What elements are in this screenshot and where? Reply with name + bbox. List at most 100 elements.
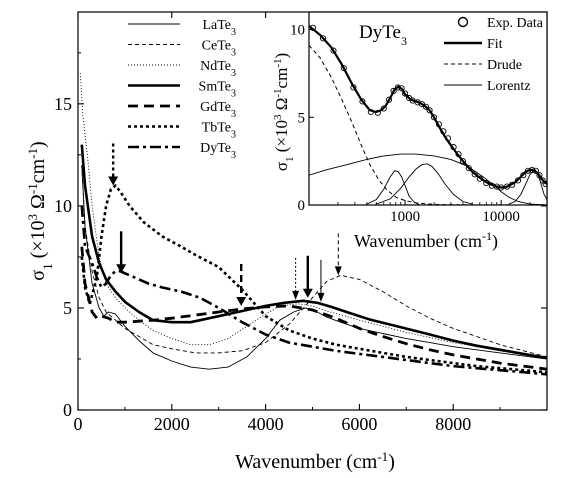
inset-exp-point xyxy=(532,167,539,174)
inset-exp-point xyxy=(367,108,374,116)
series-line-late3 xyxy=(81,165,547,370)
inset-exp-point xyxy=(394,84,401,91)
x-tick-label: 6000 xyxy=(341,414,377,434)
inset-axis-ticks: 1000 10000 0 5 10 xyxy=(290,23,531,225)
legend-label-sub: 3 xyxy=(231,129,236,140)
legend-label-sub: 3 xyxy=(231,68,236,79)
inset-lorentz-line xyxy=(376,163,473,205)
main-x-axis-label: Wavenumber (cm-1) xyxy=(235,449,395,474)
inset-exp-point xyxy=(422,103,430,110)
inset-exp-point xyxy=(455,151,462,158)
inset-exp-point xyxy=(319,35,327,42)
inset-exp-point xyxy=(340,65,347,72)
inset-exp-point xyxy=(509,181,516,188)
inset-exp-point xyxy=(515,177,522,184)
annotation-arrow-head xyxy=(236,296,247,306)
inset-exp-point xyxy=(330,47,337,54)
x-tick-label: 8000 xyxy=(435,414,471,434)
legend-label: SmTe3 xyxy=(199,80,236,100)
inset-exp-point xyxy=(503,183,511,190)
legend-label-sub: 3 xyxy=(231,88,236,99)
series-line-cete3 xyxy=(81,165,547,358)
inset-exp-point xyxy=(380,105,387,112)
annotation-arrow-head xyxy=(116,264,127,274)
legend-label: DyTe3 xyxy=(200,141,236,161)
x-tick-label: 2000 xyxy=(154,414,190,434)
inset-exp-point xyxy=(385,96,393,103)
inset-lorentz-line xyxy=(309,153,547,205)
inset-x-tick-label: 10000 xyxy=(482,209,520,225)
legend-label-text: NdTe xyxy=(200,59,231,74)
main-arrows-group xyxy=(108,143,342,306)
main-series-group xyxy=(79,73,547,376)
legend-label-sub: 3 xyxy=(231,109,236,120)
inset-exp-point xyxy=(435,121,442,128)
legend-label-text: SmTe xyxy=(199,80,231,95)
inset-exp-point xyxy=(450,144,457,151)
inset-exp-point xyxy=(476,175,483,182)
inset-exp-point xyxy=(465,165,472,172)
main-chart: 0 2000 4000 6000 8000 0 5 10 15 σ1 (×103 Ω-1cm-1… xyxy=(25,11,548,474)
legend-label-sub: 3 xyxy=(231,47,236,58)
inset-exp-point xyxy=(536,172,543,179)
inset-plot-frame xyxy=(308,11,548,206)
inset-exp-point xyxy=(402,90,409,97)
inset-exp-point xyxy=(398,85,405,92)
inset-exp-point xyxy=(459,158,466,165)
y-tick-label: 0 xyxy=(63,400,72,420)
legend-label: TbTe3 xyxy=(202,121,236,141)
legend-label: NdTe3 xyxy=(200,59,236,79)
inset-exp-point xyxy=(426,107,433,114)
inset-legend: Exp. Data Fit Drude Lorentz xyxy=(444,16,544,94)
inset-exp-point xyxy=(498,184,505,191)
inset-y-axis-label: σ1 (×103 Ω-1cm-1) xyxy=(272,53,296,171)
inset-series-group xyxy=(309,24,547,205)
legend-label-sub: 3 xyxy=(231,150,236,161)
y-tick-label: 5 xyxy=(63,298,72,318)
inset-exp-point xyxy=(444,135,452,142)
x-tick-label: 0 xyxy=(74,414,83,434)
inset-exp-point xyxy=(350,84,357,91)
main-axis-ticks: 0 2000 4000 6000 8000 0 5 10 15 xyxy=(54,12,547,434)
legend-label-text: DyTe xyxy=(200,141,231,156)
inset-x-tick-label: 1000 xyxy=(390,209,420,225)
legend-label-text: CeTe xyxy=(202,39,231,54)
inset-y-tick-label: 0 xyxy=(298,198,306,214)
series-line-dyte3 xyxy=(80,205,547,376)
inset-legend-label: Drude xyxy=(487,58,522,73)
legend-label: GdTe3 xyxy=(200,100,236,120)
inset-exp-point xyxy=(539,177,546,184)
legend-label-text: TbTe xyxy=(202,121,231,136)
annotation-arrow-head xyxy=(292,290,300,300)
inset-exp-point xyxy=(493,183,500,190)
legend-label: LaTe3 xyxy=(202,18,236,38)
inset-exp-point xyxy=(440,128,447,135)
series-line-gdte3 xyxy=(80,246,547,371)
inset-exp-point xyxy=(520,172,527,179)
annotation-arrow-head xyxy=(334,266,342,276)
inset-legend-label: Fit xyxy=(487,37,503,52)
inset-legend-label: Exp. Data xyxy=(487,16,544,31)
inset-title: DyTe3 xyxy=(359,22,407,48)
inset-exp-point xyxy=(309,24,317,31)
legend-label-sub: 3 xyxy=(231,27,236,38)
inset-exp-point xyxy=(542,180,547,187)
inset-y-tick-label: 10 xyxy=(290,23,305,39)
inset-exp-point xyxy=(359,98,366,105)
annotation-arrow-head xyxy=(108,176,119,186)
inset-legend-swatch xyxy=(457,16,469,28)
inset-chart: 1000 10000 0 5 10 DyTe3 σ1 (×103 Ω-1cm-1) Wa… xyxy=(272,11,548,252)
annotation-arrow-head xyxy=(302,288,313,298)
y-tick-label: 15 xyxy=(54,94,72,114)
legend-label-text: GdTe xyxy=(200,100,231,115)
y-tick-label: 10 xyxy=(54,196,72,216)
inset-exp-point xyxy=(529,166,536,173)
inset-exp-point xyxy=(483,180,490,187)
legend-label: CeTe3 xyxy=(202,39,236,59)
inset-exp-point xyxy=(524,167,531,174)
inset-exp-point xyxy=(471,171,478,178)
inset-y-tick-label: 5 xyxy=(298,110,306,126)
inset-exp-point xyxy=(430,114,438,121)
